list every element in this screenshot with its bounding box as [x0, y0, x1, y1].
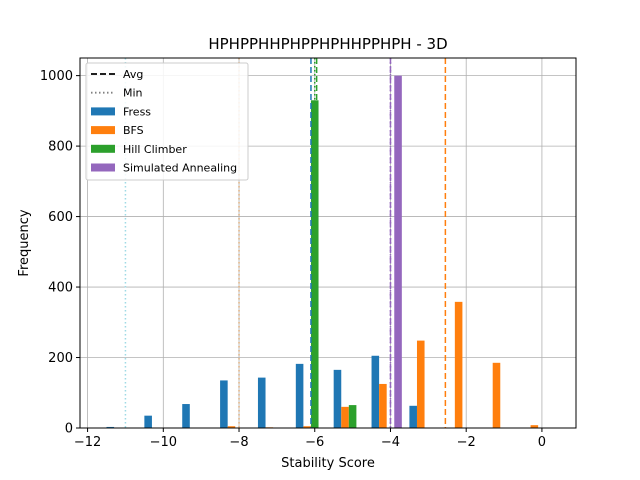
y-axis: 0 200 400 600 800 1000	[40, 69, 80, 437]
bar-fress-5	[295, 363, 304, 428]
bar-bfs-8	[530, 425, 539, 428]
x-axis: −12 −10 −8 −6 −4 −2 0	[74, 428, 546, 450]
x-tick-label-1: −10	[150, 435, 177, 450]
bar-bfs-0	[227, 426, 236, 428]
y-tick-label-4: 800	[48, 140, 73, 155]
x-tick-label-3: −6	[305, 435, 324, 450]
x-axis-label: Stability Score	[281, 456, 375, 471]
bar-bfs-6	[454, 301, 463, 428]
chart-title: HPHPPHHPHPPHPHHPPHPH - 3D	[208, 35, 447, 53]
bar-fress-2	[182, 404, 190, 428]
x-tick-label-4: −4	[381, 435, 400, 450]
reference-lines	[124, 58, 447, 428]
bar-fress-4	[257, 377, 266, 428]
bar-bfs-7	[492, 362, 501, 428]
legend-label-hill-climber: Hill Climber	[123, 143, 187, 156]
plot-frame	[79, 57, 577, 429]
y-tick-label-3: 600	[48, 210, 73, 225]
y-tick-label-2: 400	[48, 281, 73, 296]
y-tick-label-5: 1000	[40, 69, 73, 84]
bar-fress-3	[220, 380, 228, 428]
bar-bfs-4	[379, 383, 387, 428]
legend-label-bfs: BFS	[123, 124, 144, 137]
legend-swatch-fress	[91, 107, 115, 116]
bars	[106, 75, 539, 429]
legend-swatch-simulated-annealing	[91, 163, 115, 172]
legend-label-min: Min	[123, 87, 143, 100]
legend-label-avg: Avg	[123, 68, 143, 81]
bar-hill-climber-0	[310, 100, 319, 429]
legend-label-simulated-annealing: Simulated Annealing	[123, 162, 237, 175]
x-tick-label-5: −2	[457, 435, 476, 450]
x-tick-label-6: 0	[538, 435, 546, 450]
legend-swatch-hill-climber	[91, 144, 115, 153]
legend-box	[85, 62, 249, 181]
bar-simulated-annealing-0	[394, 75, 402, 428]
bar-fress-7	[371, 355, 380, 428]
bar-fress-1	[144, 415, 152, 428]
legend: Avg Min Fress BFS Hill Climber Simulated Anne…	[85, 62, 249, 181]
bar-fress-8	[409, 405, 417, 428]
bar-bfs-3	[341, 406, 349, 428]
x-tick-label-2: −8	[229, 435, 248, 450]
bar-hill-climber-1	[348, 405, 357, 428]
y-tick-label-0: 0	[65, 422, 73, 437]
legend-swatch-bfs	[91, 126, 115, 135]
legend-label-fress: Fress	[123, 105, 151, 118]
bar-bfs-5	[416, 340, 425, 428]
bar-bfs-2	[303, 426, 311, 428]
x-tick-label-0: −12	[74, 435, 101, 450]
bar-fress-0	[106, 426, 115, 428]
y-tick-label-1: 200	[48, 351, 73, 366]
y-axis-label: Frequency	[17, 209, 32, 276]
bar-fress-6	[333, 369, 342, 428]
